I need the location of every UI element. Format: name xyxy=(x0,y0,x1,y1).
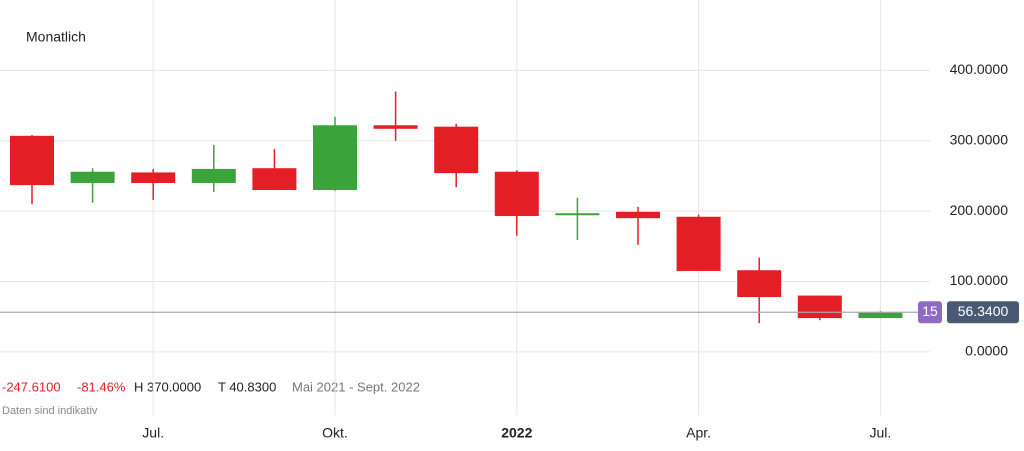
y-tick-label: 300.0000 xyxy=(950,131,1009,147)
candle-body xyxy=(131,172,176,183)
period: Mai 2021 - Sept. 2022 xyxy=(292,379,420,394)
x-tick-label: Jul. xyxy=(142,425,164,441)
candle-body xyxy=(434,126,479,174)
last-price-label: 56.3400 xyxy=(958,303,1009,319)
x-tick-label: Jul. xyxy=(870,425,892,441)
x-tick-label: 2022 xyxy=(501,425,532,441)
chart-title: Monatlich xyxy=(26,29,86,45)
y-tick-label: 400.0000 xyxy=(950,61,1009,77)
candle-body xyxy=(737,270,782,297)
candle-body xyxy=(191,168,236,183)
note: Daten sind indikativ xyxy=(2,405,98,417)
badge-box xyxy=(918,301,942,324)
candle-body xyxy=(373,125,418,129)
y-tick-label: 100.0000 xyxy=(950,272,1009,288)
low-text: T 40.8300 xyxy=(218,379,276,394)
candle-body xyxy=(70,171,115,183)
y-tick-label: 200.0000 xyxy=(950,202,1009,218)
high-text: H 370.0000 xyxy=(134,379,201,394)
x-tick-label: Okt. xyxy=(322,425,348,441)
candle-body xyxy=(555,213,600,216)
candle-body xyxy=(797,295,842,319)
x-tick-label: Apr. xyxy=(686,425,711,441)
change-pct: -81.46% xyxy=(77,379,126,394)
candle-body xyxy=(494,171,539,217)
price-box xyxy=(947,301,1019,324)
candle-body xyxy=(676,216,721,271)
change: -247.6100 xyxy=(2,379,61,394)
candle-body xyxy=(858,312,903,319)
grid xyxy=(0,0,930,415)
candle-body xyxy=(252,168,297,191)
y-tick-label: 0.0000 xyxy=(965,343,1008,359)
badge: 15 xyxy=(922,303,938,319)
candle-body xyxy=(10,135,54,186)
candle-body xyxy=(313,125,357,191)
candle-body xyxy=(616,211,660,219)
